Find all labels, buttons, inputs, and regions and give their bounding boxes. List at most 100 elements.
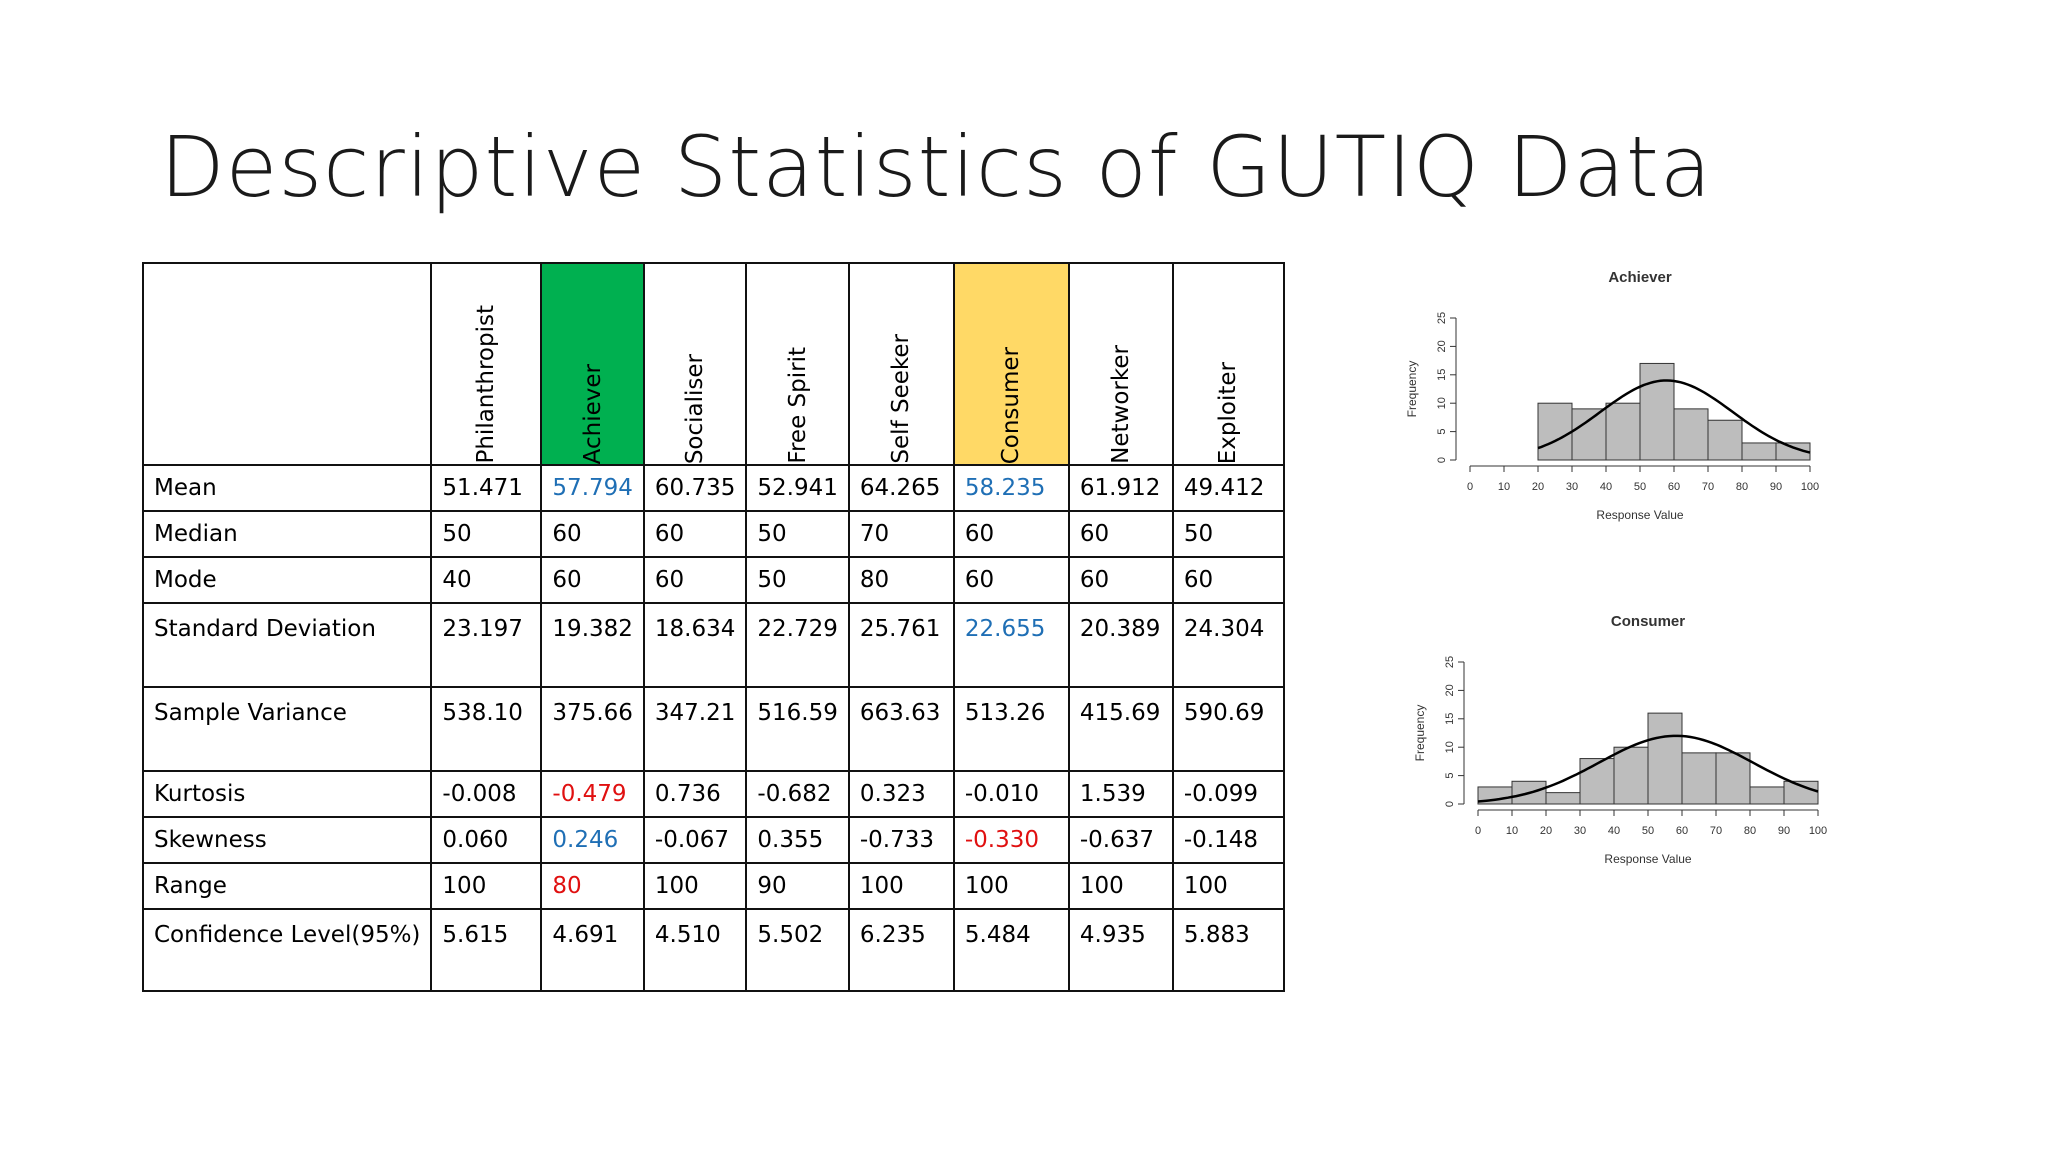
table-cell: 50 [430,510,543,558]
histogram-bar [1707,419,1743,461]
table-cell: 60 [1171,556,1285,604]
y-tick-label: 25 [1444,656,1456,668]
table-cell: -0.008 [430,770,543,818]
row-label: Skewness [141,816,433,864]
table-cell: 52.941 [745,464,850,512]
x-tick-label: 100 [1801,481,1819,493]
normal-curve [1537,379,1811,454]
x-axis-label: Response Value [1604,852,1691,866]
x-tick-label: 40 [1608,825,1620,837]
row-label: Confidence Level(95%) [141,908,433,992]
table-cell: 1.539 [1067,770,1174,818]
table-cell: 20.389 [1067,602,1174,688]
table-cell: 4.691 [540,908,645,992]
y-axis-label: Frequency [1413,705,1427,762]
x-tick-label: 10 [1506,825,1518,837]
table-cell: 4.510 [642,908,748,992]
table-cell: 60 [642,510,748,558]
x-tick-label: 30 [1574,825,1586,837]
x-tick-label: 50 [1642,825,1654,837]
table-row: Confidence Level(95%) 5.615 4.691 4.510 5.50… [141,908,1285,992]
table-cell: 60 [642,556,748,604]
table-cell: 516.59 [745,686,850,772]
x-tick-label: 80 [1744,825,1756,837]
chart-title: Achiever [1608,269,1672,286]
y-tick-label: 20 [1444,684,1456,696]
y-tick-label: 10 [1436,397,1448,409]
table-cell: -0.330 [952,816,1070,864]
table-cell: 0.355 [745,816,850,864]
y-tick-label: 5 [1444,773,1456,779]
table-cell: 100 [1067,862,1174,910]
table-row: Kurtosis -0.008 -0.479 0.736 -0.682 0.323 -0.0… [141,770,1285,818]
table-cell: 5.502 [745,908,850,992]
table-cell: 5.484 [952,908,1070,992]
table-cell: 19.382 [540,602,645,688]
table-cell: 57.794 [540,464,645,512]
table-cell: 0.736 [642,770,748,818]
table-cell: 60 [540,510,645,558]
table-cell: 24.304 [1171,602,1285,688]
histogram-bar [1545,792,1581,805]
table-cell: 22.655 [952,602,1070,688]
table-cell: 60.735 [642,464,748,512]
x-tick-label: 90 [1778,825,1790,837]
table-cell: 538.10 [430,686,543,772]
x-tick-label: 20 [1540,825,1552,837]
table-cell: 4.935 [1067,908,1174,992]
table-cell: 0.060 [430,816,543,864]
row-label: Median [141,510,433,558]
col-header-philanthropist: Philanthropist [430,262,543,466]
x-tick-label: 0 [1467,481,1473,493]
table-cell: 64.265 [847,464,955,512]
table-cell: 25.761 [847,602,955,688]
table-cell: 51.471 [430,464,543,512]
y-tick-label: 20 [1436,340,1448,352]
x-tick-label: 20 [1532,481,1544,493]
x-tick-label: 60 [1668,481,1680,493]
table-cell: 347.21 [642,686,748,772]
col-header-free-spirit: Free Spirit [745,262,850,466]
row-label: Sample Variance [141,686,433,772]
histogram-bar [1673,408,1709,461]
table-cell: 70 [847,510,955,558]
stats-table: Philanthropist Achiever Socialiser Free … [141,262,1285,992]
histogram-bar [1741,442,1777,461]
y-tick-label: 10 [1444,741,1456,753]
table-row: Mode 40 60 60 50 80 60 60 60 [141,556,1285,604]
x-tick-label: 10 [1498,481,1510,493]
table-cell: 513.26 [952,686,1070,772]
x-tick-label: 80 [1736,481,1748,493]
col-header-socialiser: Socialiser [642,262,748,466]
table-cell: 663.63 [847,686,955,772]
table-row: Median 50 60 60 50 70 60 60 50 [141,510,1285,558]
table-cell: -0.682 [745,770,850,818]
table-row: Range 100 80 100 90 100 100 100 100 [141,862,1285,910]
table-cell: 60 [540,556,645,604]
x-tick-label: 70 [1710,825,1722,837]
table-cell: 100 [952,862,1070,910]
corner-cell [141,262,433,466]
table-cell: 0.323 [847,770,955,818]
table-cell: 100 [1171,862,1285,910]
y-tick-label: 25 [1436,312,1448,324]
table-cell: -0.637 [1067,816,1174,864]
x-tick-label: 30 [1566,481,1578,493]
y-tick-label: 15 [1436,369,1448,381]
x-tick-label: 100 [1809,825,1827,837]
col-header-achiever: Achiever [540,262,645,466]
x-tick-label: 90 [1770,481,1782,493]
histogram-bar [1537,402,1573,461]
table-cell: 61.912 [1067,464,1174,512]
table-cell: 23.197 [430,602,543,688]
table-cell: 60 [1067,510,1174,558]
table-cell: 80 [540,862,645,910]
table-cell: 50 [745,510,850,558]
col-header-exploiter: Exploiter [1171,262,1285,466]
table-cell: 22.729 [745,602,850,688]
histogram-bar [1579,758,1615,805]
histogram-bar [1639,362,1675,461]
table-cell: 415.69 [1067,686,1174,772]
